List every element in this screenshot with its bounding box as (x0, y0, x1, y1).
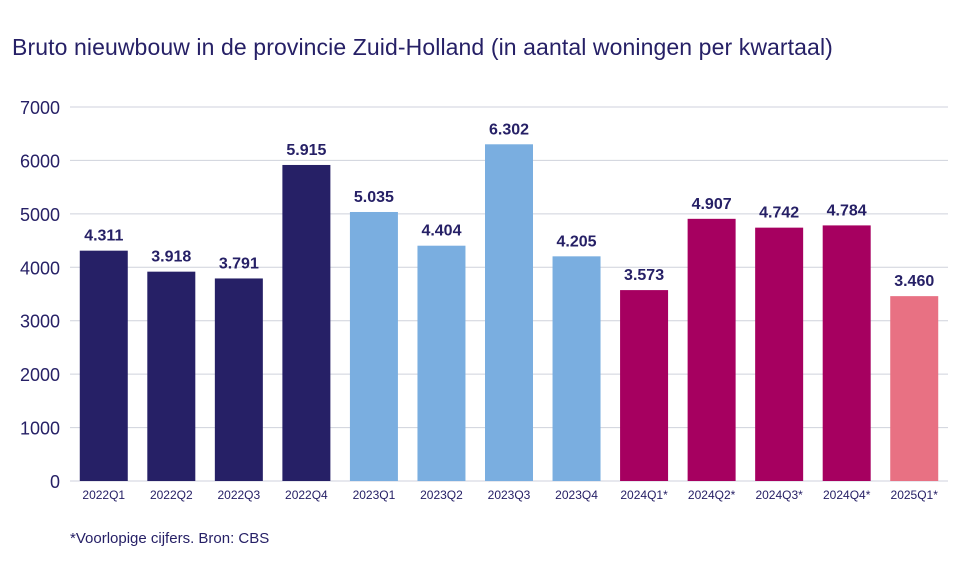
x-tick-label: 2024Q3* (755, 488, 803, 502)
bar (552, 256, 601, 481)
bar (620, 290, 669, 481)
bar (687, 218, 736, 482)
value-label: 5.035 (354, 189, 394, 206)
bar (822, 225, 871, 481)
x-tick-label: 2025Q1* (891, 488, 939, 502)
value-label: 5.915 (286, 142, 326, 159)
bar (349, 211, 398, 482)
value-label: 6.302 (489, 121, 529, 138)
x-tick-label: 2022Q1 (82, 488, 125, 502)
chart-title: Bruto nieuwbouw in de provincie Zuid-Hol… (12, 34, 833, 60)
y-tick-label: 0 (50, 472, 60, 492)
value-label: 3.573 (624, 267, 664, 284)
bar (485, 144, 533, 481)
y-tick-label: 6000 (20, 151, 60, 171)
x-tick-label: 2024Q2* (688, 488, 736, 502)
y-tick-label: 3000 (20, 312, 60, 332)
y-tick-label: 7000 (20, 98, 60, 118)
value-label: 3.460 (894, 273, 934, 290)
bar (282, 164, 331, 481)
x-tick-label: 2023Q3 (488, 488, 531, 502)
value-label: 4.742 (759, 205, 799, 222)
footnote: *Voorlopige cijfers. Bron: CBS (70, 530, 270, 547)
value-label: 4.907 (692, 196, 732, 213)
value-label: 4.404 (421, 223, 461, 240)
x-tick-label: 2022Q2 (150, 488, 193, 502)
value-label: 3.918 (151, 249, 191, 266)
value-label: 4.784 (827, 202, 867, 219)
y-tick-label: 1000 (20, 419, 60, 439)
bars (79, 144, 939, 482)
y-axis-ticks: 0 1000 2000 3000 4000 5000 6000 7000 (20, 98, 60, 492)
x-tick-label: 2023Q4 (555, 488, 598, 502)
bar (79, 250, 128, 481)
x-tick-label: 2022Q4 (285, 488, 328, 502)
y-tick-label: 4000 (20, 258, 60, 278)
value-label: 3.791 (219, 255, 259, 272)
value-label: 4.311 (84, 228, 123, 245)
x-axis-ticks: 2022Q1 2022Q2 2022Q3 2022Q4 2023Q1 2023Q2 2023… (82, 488, 938, 502)
value-label: 4.205 (557, 233, 597, 250)
x-tick-label: 2023Q2 (420, 488, 463, 502)
y-tick-label: 2000 (20, 365, 60, 385)
value-labels: 4.311 3.918 3.791 5.915 5.035 4.404 6.302 4.205… (84, 121, 934, 290)
bar (890, 296, 939, 481)
y-tick-label: 5000 (20, 205, 60, 225)
bar (214, 278, 263, 481)
bar (417, 245, 466, 481)
bar (147, 271, 196, 481)
bar (755, 227, 804, 481)
x-tick-label: 2024Q4* (823, 488, 871, 502)
x-tick-label: 2024Q1* (620, 488, 668, 502)
x-tick-label: 2023Q1 (353, 488, 396, 502)
x-tick-label: 2022Q3 (217, 488, 260, 502)
